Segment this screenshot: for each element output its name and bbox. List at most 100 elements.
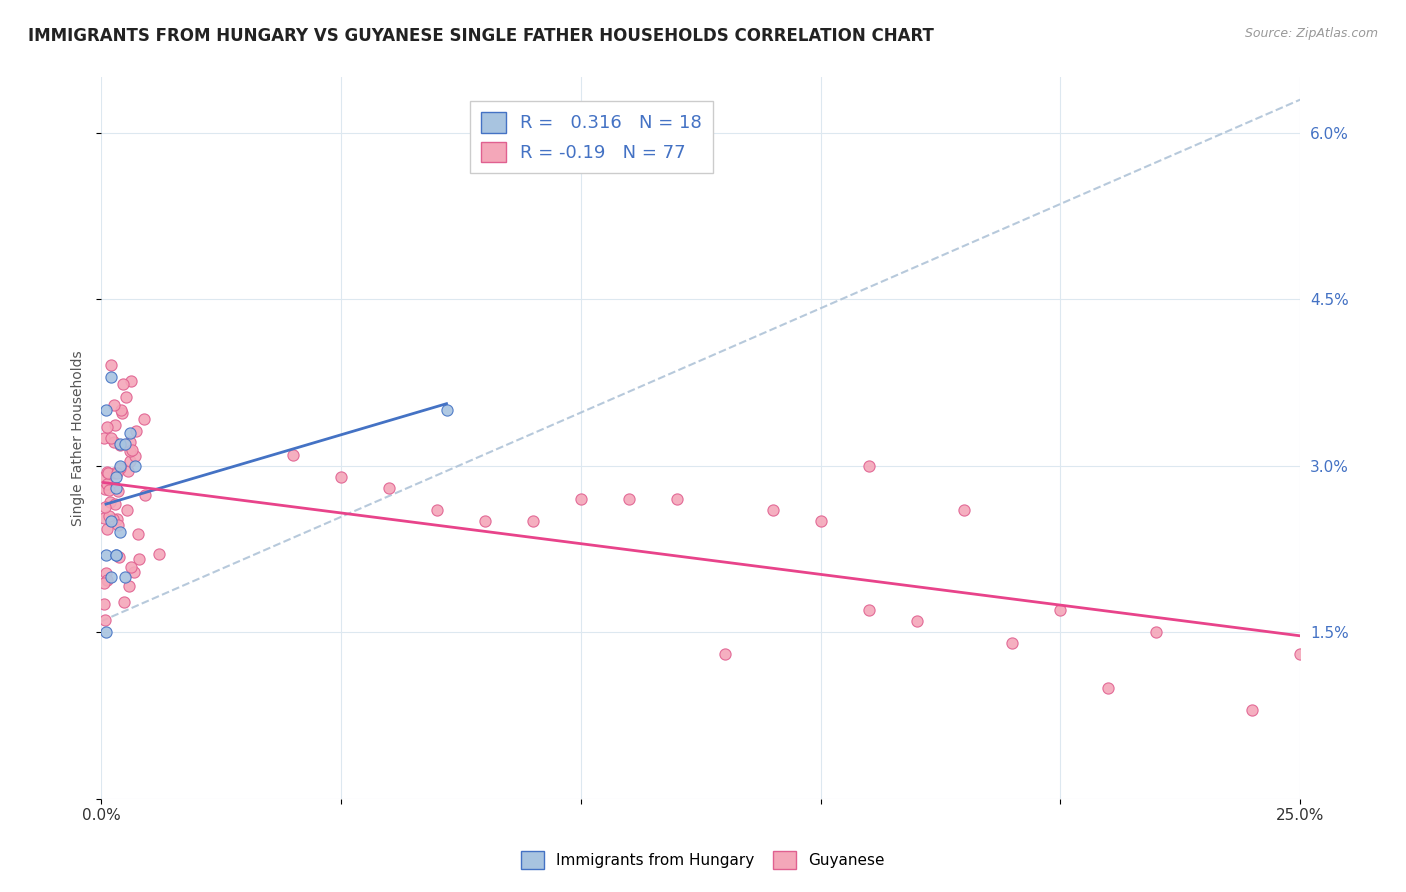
Point	[110, 402, 132, 417]
Point	[112, 595, 135, 609]
Point	[96, 419, 118, 434]
Point	[118, 579, 141, 593]
Point	[1241, 703, 1264, 717]
Point	[122, 565, 145, 579]
Point	[330, 470, 353, 484]
Point	[94, 613, 117, 627]
Text: Source: ZipAtlas.com: Source: ZipAtlas.com	[1244, 27, 1378, 40]
Point	[104, 481, 127, 495]
Point	[522, 514, 544, 528]
Point	[148, 547, 170, 561]
Point	[93, 576, 115, 591]
Point	[100, 514, 122, 528]
Point	[93, 470, 115, 484]
Y-axis label: Single Father Households: Single Father Households	[72, 351, 86, 526]
Point	[118, 434, 141, 449]
Point	[104, 497, 127, 511]
Point	[97, 509, 120, 524]
Point	[103, 398, 125, 412]
Point	[124, 449, 146, 463]
Point	[108, 461, 131, 475]
Point	[96, 465, 118, 479]
Point	[110, 458, 132, 473]
Point	[120, 559, 142, 574]
Point	[104, 470, 127, 484]
Point	[103, 434, 125, 449]
Point	[101, 512, 124, 526]
Point	[125, 425, 148, 439]
Point	[617, 492, 640, 507]
Point	[107, 550, 129, 565]
Point	[93, 598, 115, 612]
Point	[128, 551, 150, 566]
Point	[665, 492, 688, 507]
Point	[1097, 681, 1119, 695]
Point	[1049, 603, 1071, 617]
Text: IMMIGRANTS FROM HUNGARY VS GUYANESE SINGLE FATHER HOUSEHOLDS CORRELATION CHART: IMMIGRANTS FROM HUNGARY VS GUYANESE SING…	[28, 27, 934, 45]
Point	[94, 482, 117, 496]
Point	[93, 500, 115, 514]
Point	[104, 548, 127, 562]
Point	[97, 483, 120, 497]
Point	[569, 492, 592, 507]
Point	[100, 358, 122, 372]
Point	[114, 436, 136, 450]
Point	[132, 411, 155, 425]
Point	[124, 458, 146, 473]
Point	[112, 376, 135, 391]
Point	[100, 431, 122, 445]
Point	[120, 443, 142, 458]
Legend: R =   0.316   N = 18, R = -0.19   N = 77: R = 0.316 N = 18, R = -0.19 N = 77	[470, 101, 713, 173]
Point	[93, 431, 115, 445]
Point	[810, 514, 832, 528]
Point	[120, 374, 142, 388]
Point	[110, 525, 132, 540]
Point	[1001, 636, 1024, 650]
Point	[94, 625, 117, 640]
Point	[105, 511, 128, 525]
Point	[103, 466, 125, 480]
Point	[104, 417, 127, 432]
Point	[98, 494, 121, 508]
Point	[105, 467, 128, 481]
Point	[118, 425, 141, 440]
Point	[117, 464, 139, 478]
Point	[905, 614, 928, 628]
Point	[114, 570, 136, 584]
Point	[1144, 625, 1167, 640]
Point	[107, 484, 129, 499]
Point	[110, 436, 132, 450]
Point	[713, 648, 735, 662]
Point	[96, 566, 118, 580]
Point	[762, 503, 785, 517]
Point	[858, 458, 880, 473]
Point	[281, 448, 304, 462]
Point	[100, 370, 122, 384]
Point	[121, 442, 143, 457]
Point	[104, 548, 127, 562]
Point	[97, 466, 120, 480]
Point	[134, 488, 156, 502]
Point	[426, 503, 449, 517]
Point	[111, 406, 134, 420]
Point	[110, 438, 132, 452]
Point	[93, 511, 115, 525]
Point	[378, 481, 401, 495]
Legend: Immigrants from Hungary, Guyanese: Immigrants from Hungary, Guyanese	[515, 845, 891, 875]
Point	[114, 390, 136, 404]
Point	[118, 454, 141, 468]
Point	[96, 476, 118, 491]
Point	[474, 514, 496, 528]
Point	[100, 570, 122, 584]
Point	[953, 503, 976, 517]
Point	[94, 403, 117, 417]
Point	[115, 503, 138, 517]
Point	[96, 522, 118, 536]
Point	[94, 548, 117, 562]
Point	[858, 603, 880, 617]
Point	[1289, 648, 1312, 662]
Point	[127, 527, 149, 541]
Point	[96, 573, 118, 587]
Point	[436, 403, 458, 417]
Point	[107, 518, 129, 533]
